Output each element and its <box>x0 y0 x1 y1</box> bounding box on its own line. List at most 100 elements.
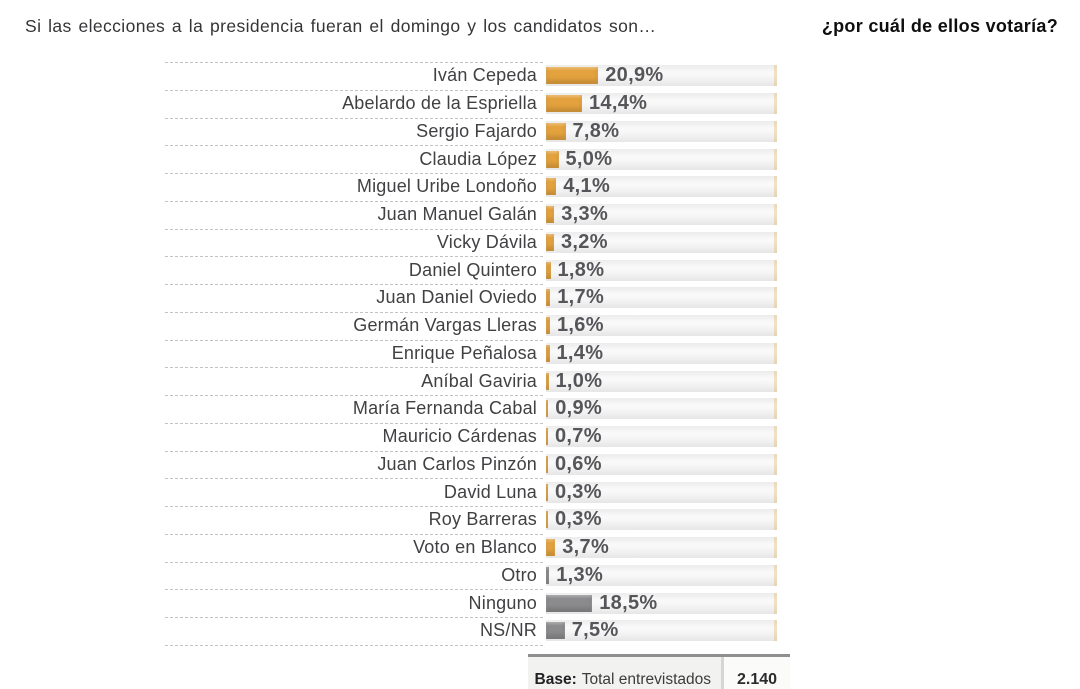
bar <box>546 428 548 446</box>
candidate-label: NS/NR <box>479 620 537 641</box>
chart-row: David Luna 0,3% <box>165 478 780 506</box>
bar-value: 1,8% <box>557 258 605 281</box>
bar-track: 7,8% <box>546 119 777 142</box>
bar-track: 3,7% <box>546 536 777 559</box>
bar-track: 1,3% <box>546 563 777 586</box>
chart-row: Voto en Blanco 3,7% <box>165 533 780 562</box>
bar-track: 0,3% <box>546 480 777 503</box>
bar-value: 20,9% <box>605 64 664 87</box>
bar <box>546 344 550 362</box>
bar <box>546 150 559 168</box>
candidate-label: Sergio Fajardo <box>416 120 537 141</box>
bar-track: 0,6% <box>546 452 777 475</box>
candidate-label: Roy Barreras <box>428 509 537 530</box>
candidate-label: Claudia López <box>419 148 537 169</box>
bar <box>546 483 548 501</box>
bar-value: 3,2% <box>561 230 608 253</box>
candidate-label: Juan Manuel Galán <box>377 204 537 225</box>
bar-value: 1,0% <box>555 369 603 392</box>
candidate-label: David Luna <box>443 481 537 502</box>
chart-row: Vicky Dávila 3,2% <box>165 228 780 257</box>
chart-row: Juan Carlos Pinzón 0,6% <box>165 450 780 479</box>
chart-rows: Iván Cepeda 20,9% Abelardo de la Espriel… <box>165 62 780 646</box>
candidate-label: María Fernanda Cabal <box>352 398 537 419</box>
bar <box>546 594 593 612</box>
chart-row: Sergio Fajardo 7,8% <box>165 117 780 146</box>
candidate-label: Iván Cepeda <box>432 65 537 86</box>
bar-track: 1,6% <box>546 314 777 337</box>
bar-value: 0,7% <box>555 425 602 448</box>
candidate-label: Voto en Blanco <box>413 537 537 558</box>
bar-value: 3,7% <box>562 536 610 559</box>
poll-question-emphasis: ¿por cuál de ellos votaría? <box>821 16 1058 36</box>
bar-track: 0,7% <box>546 425 777 448</box>
bar <box>546 206 555 224</box>
bar-track: 14,4% <box>546 92 777 115</box>
bar-value: 4,1% <box>563 175 611 198</box>
bar-value: 1,7% <box>557 286 605 309</box>
bar-track: 7,5% <box>546 619 777 642</box>
bar-value: 7,8% <box>572 119 620 142</box>
bar <box>546 261 551 279</box>
chart-row: Abelardo de la Espriella 14,4% <box>165 89 780 118</box>
bar <box>546 400 549 418</box>
candidate-label: Ninguno <box>468 592 537 613</box>
candidate-label: Vicky Dávila <box>436 231 537 252</box>
bar-track: 0,9% <box>546 397 777 420</box>
candidate-label: Abelardo de la Espriella <box>342 93 537 114</box>
bar <box>546 622 565 640</box>
bar-value: 0,3% <box>555 480 602 503</box>
bar-value: 1,3% <box>556 563 604 586</box>
bar-value: 5,0% <box>565 147 613 170</box>
base-label: Base: Total entrevistados <box>528 657 721 689</box>
base-value: 2.140 <box>721 657 790 689</box>
base-label-text: Total entrevistados <box>581 671 711 688</box>
candidate-label: Aníbal Gaviria <box>421 370 537 391</box>
chart-row: Germán Vargas Lleras 1,6% <box>165 311 780 340</box>
base-label-prefix: Base: <box>534 671 577 688</box>
bar-track: 1,7% <box>546 286 777 309</box>
chart-title: Si las elecciones a la presidencia fuera… <box>25 16 1058 37</box>
base-box: Base: Total entrevistados 2.140 <box>528 654 790 689</box>
chart-row: María Fernanda Cabal 0,9% <box>165 395 780 423</box>
chart-row: Otro 1,3% <box>165 561 780 590</box>
bar-track: 3,3% <box>546 203 777 226</box>
candidate-label: Germán Vargas Lleras <box>353 315 537 336</box>
candidate-label: Mauricio Cárdenas <box>382 426 537 447</box>
candidate-label: Enrique Peñalosa <box>391 342 537 363</box>
bar-value: 7,5% <box>571 619 619 642</box>
bar-value: 1,6% <box>557 314 604 337</box>
bar-value: 1,4% <box>556 341 604 364</box>
bar <box>546 455 548 473</box>
bar <box>546 289 551 307</box>
chart-row: Mauricio Cárdenas 0,7% <box>165 422 780 451</box>
bar <box>546 372 549 390</box>
candidate-label: Otro <box>501 564 537 585</box>
bar-track: 1,4% <box>546 341 777 364</box>
bar-track: 18,5% <box>546 591 777 614</box>
bar-track: 1,8% <box>546 258 777 281</box>
bar-track: 3,2% <box>546 230 777 253</box>
bar-value: 18,5% <box>599 591 658 614</box>
bar <box>546 317 550 335</box>
chart-row: NS/NR 7,5% <box>165 617 780 645</box>
candidate-label: Daniel Quintero <box>408 259 537 280</box>
chart-row: Iván Cepeda 20,9% <box>165 62 780 90</box>
chart-row: Aníbal Gaviria 1,0% <box>165 367 780 395</box>
bar-track: 20,9% <box>546 64 777 87</box>
bar <box>546 178 557 196</box>
bar-value: 3,3% <box>561 203 609 226</box>
chart-row: Daniel Quintero 1,8% <box>165 256 780 284</box>
chart-row: Miguel Uribe Londoño 4,1% <box>165 173 780 201</box>
bar <box>546 511 548 529</box>
bar <box>546 95 582 113</box>
bar-track: 1,0% <box>546 369 777 392</box>
candidate-label: Juan Daniel Oviedo <box>376 287 537 308</box>
bar-value: 0,9% <box>555 397 603 420</box>
bar-value: 0,3% <box>555 508 602 531</box>
bar <box>546 566 550 584</box>
bar-track: 0,3% <box>546 508 777 531</box>
bar-track: 4,1% <box>546 175 777 198</box>
bar-value: 0,6% <box>555 452 602 475</box>
chart-row: Roy Barreras 0,3% <box>165 506 780 534</box>
